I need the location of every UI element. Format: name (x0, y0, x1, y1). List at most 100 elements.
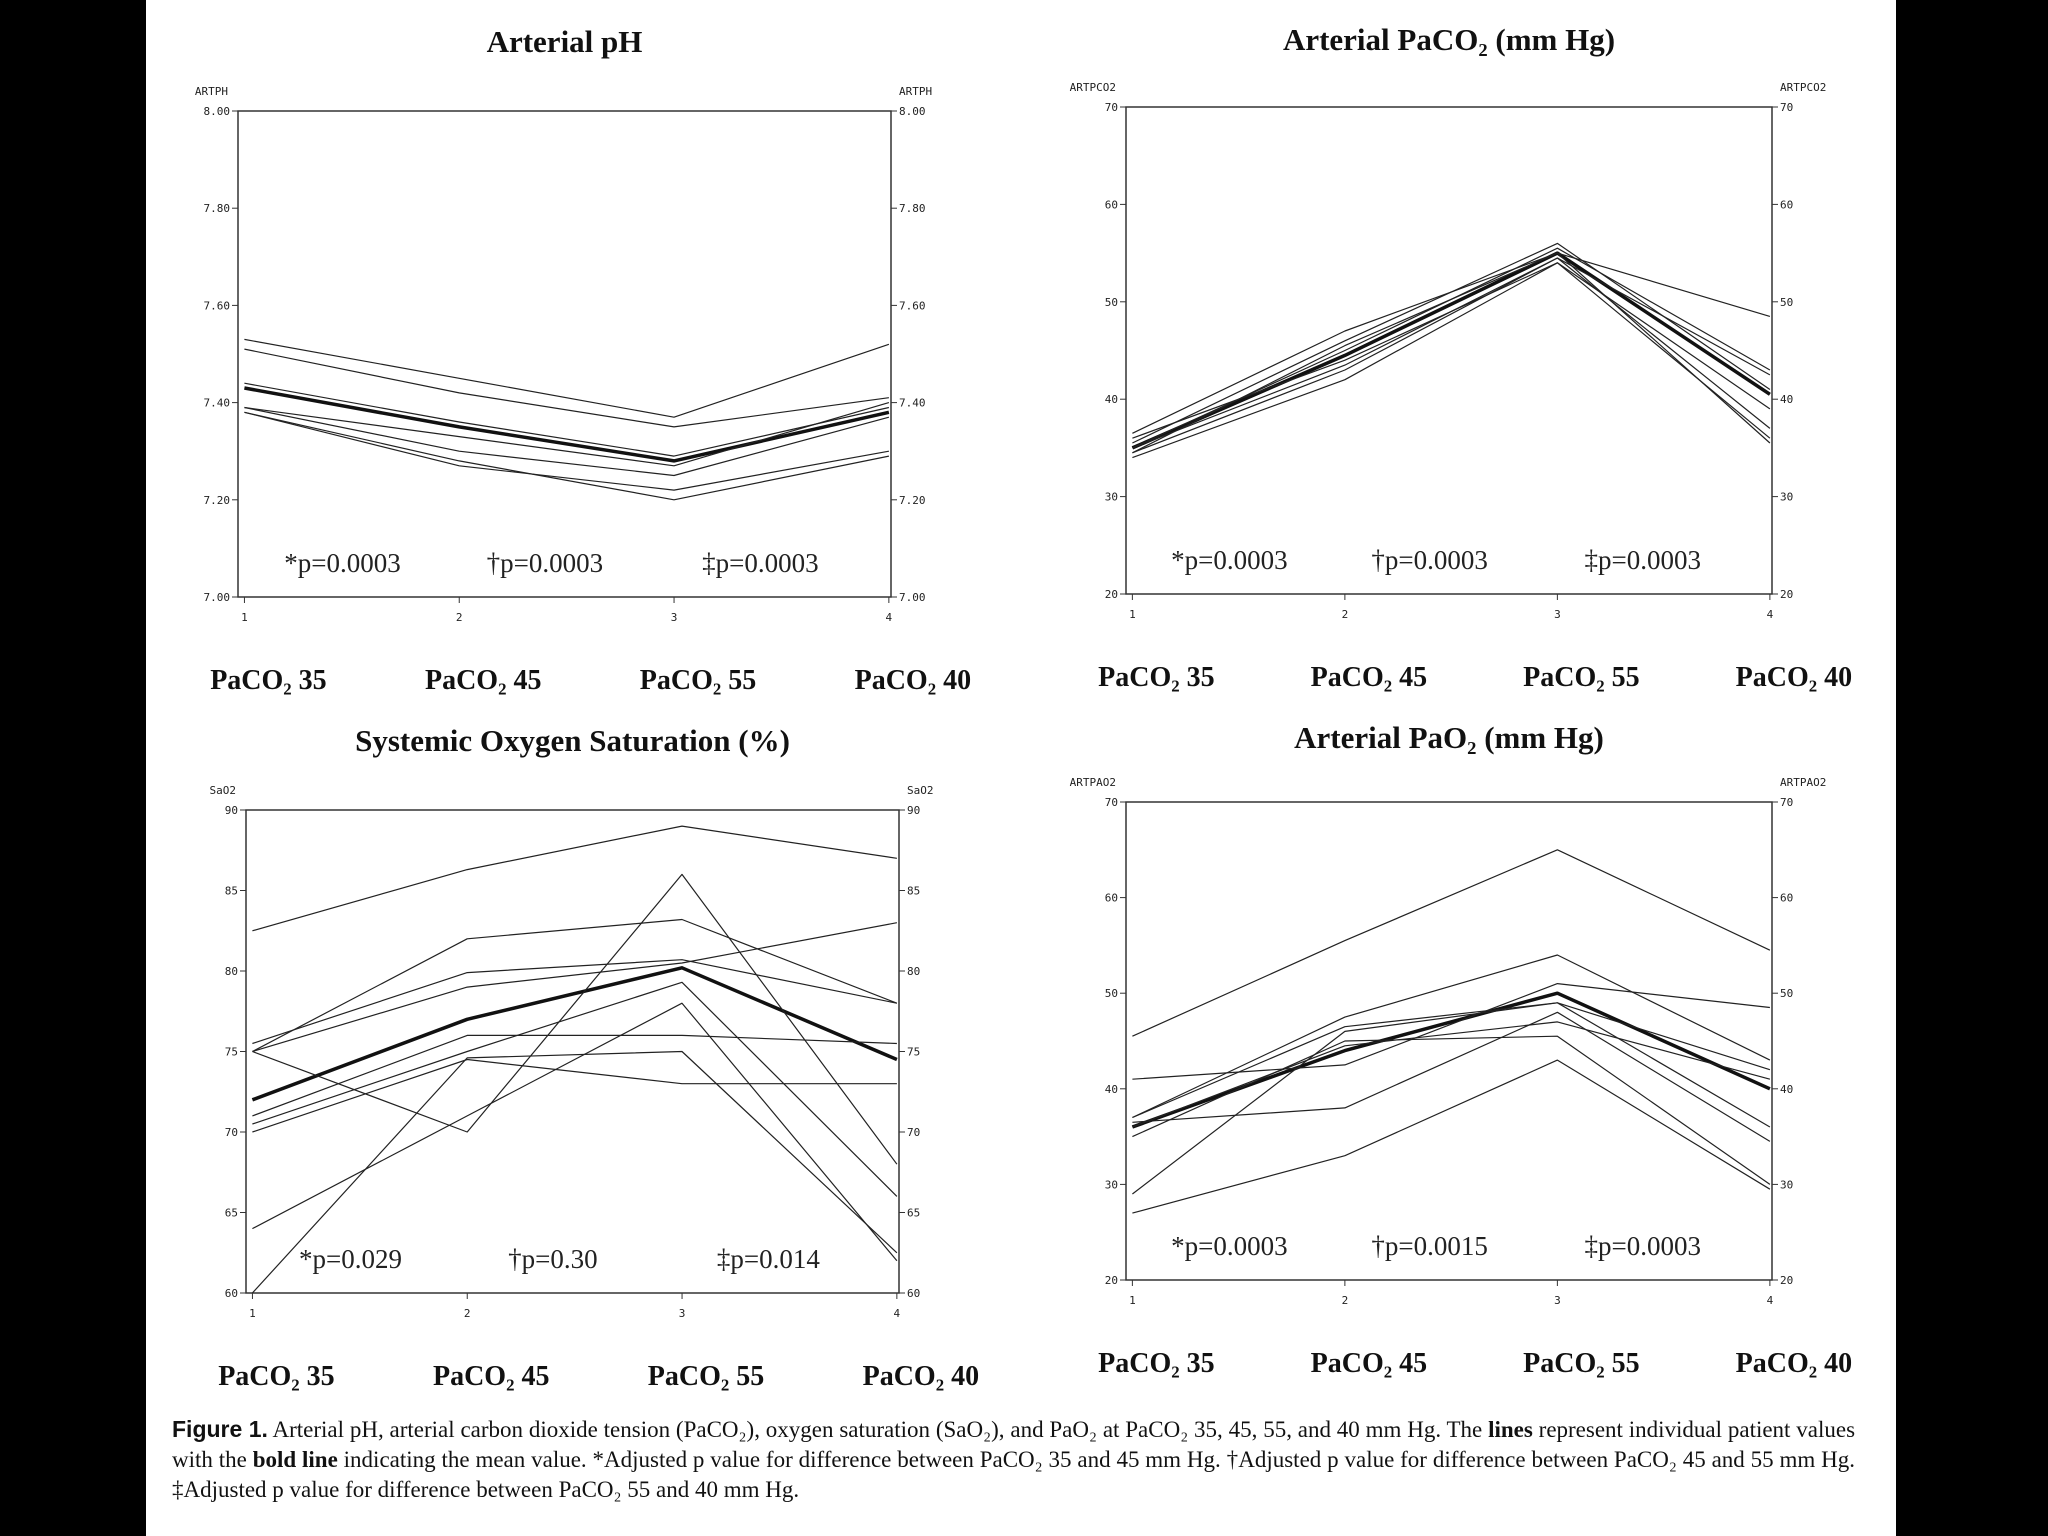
y-tick-label: 7.20 (204, 494, 231, 507)
series-line (252, 1002, 898, 1262)
series-line (1132, 1059, 1771, 1214)
x-tick-label: 2 (456, 611, 463, 624)
x-tick-label: 1 (1129, 1294, 1136, 1307)
y-axis-label: ARTPAO2 (1070, 776, 1116, 789)
series-line (1132, 983, 1770, 1080)
series-line (1132, 257, 1771, 449)
y-tick-label: 30 (1105, 491, 1118, 504)
p-value-annotation: *p=0.0003 (284, 548, 400, 578)
series-line (244, 348, 889, 428)
p-value-annotation: ‡p=0.0003 (1585, 545, 1701, 575)
x-category-label: PaCO₂ 40 (855, 665, 972, 696)
x-category-label: PaCO₂ 55 (1523, 662, 1640, 693)
x-tick-label: 1 (249, 1307, 256, 1320)
series-line (1132, 262, 1771, 439)
series-line (1132, 1035, 1771, 1185)
y2-tick-label: 60 (1780, 198, 1793, 211)
y2-tick-label: 40 (1780, 393, 1793, 406)
y2-tick-label: 7.40 (899, 397, 926, 410)
y-tick-label: 60 (225, 1287, 238, 1300)
y2-axis-label: ARTPAO2 (1780, 776, 1826, 789)
x-tick-label: 4 (1767, 1294, 1774, 1307)
x-tick-label: 1 (241, 611, 248, 624)
caption-run: Arterial pH, arterial carbon dioxide ten… (272, 1417, 1483, 1442)
x-tick-label: 1 (1129, 608, 1136, 621)
y2-tick-label: 60 (907, 1287, 920, 1300)
y2-tick-label: 85 (907, 885, 920, 898)
x-category-label: PaCO₂ 45 (433, 1361, 550, 1392)
x-tick-label: 3 (1554, 608, 1561, 621)
y-tick-label: 70 (1105, 796, 1118, 809)
series-line (244, 411, 890, 491)
y2-tick-label: 90 (907, 804, 920, 817)
y-tick-label: 20 (1105, 1274, 1118, 1287)
y-axis-label: ARTPH (195, 85, 228, 98)
series-line (1132, 257, 1771, 454)
x-category-label: PaCO₂ 55 (1523, 1348, 1640, 1379)
plot-frame (1125, 801, 1773, 1281)
series-line (244, 411, 890, 501)
x-tick-label: 4 (1767, 608, 1774, 621)
p-value-annotation: *p=0.0003 (1171, 545, 1287, 575)
p-value-annotation: †p=0.0003 (1371, 545, 1487, 575)
series-line (244, 386, 890, 463)
series-line (1132, 1021, 1771, 1128)
y-tick-label: 30 (1105, 1178, 1118, 1191)
x-tick-label: 4 (886, 611, 893, 624)
y-tick-label: 70 (1105, 101, 1118, 114)
series-line (1132, 954, 1771, 1119)
y-tick-label: 7.60 (204, 299, 231, 312)
y-tick-label: 7.00 (204, 591, 231, 604)
x-category-label: PaCO₂ 55 (640, 665, 757, 696)
y2-tick-label: 70 (1780, 796, 1793, 809)
y2-tick-label: 40 (1780, 1083, 1793, 1096)
x-tick-label: 3 (679, 1307, 686, 1320)
y2-tick-label: 20 (1780, 588, 1793, 601)
p-value-annotation: ‡p=0.014 (717, 1244, 820, 1274)
x-tick-label: 3 (671, 611, 678, 624)
p-value-annotation: ‡p=0.0003 (702, 548, 818, 578)
y-tick-label: 7.80 (204, 202, 231, 215)
y2-tick-label: 7.00 (899, 591, 926, 604)
y2-tick-label: 70 (1780, 101, 1793, 114)
series-line (252, 1034, 897, 1117)
y2-tick-label: 80 (907, 965, 920, 978)
plot-frame (237, 110, 892, 598)
y2-tick-label: 8.00 (899, 105, 926, 118)
caption-run: lines (1488, 1417, 1533, 1442)
y2-tick-label: 60 (1780, 892, 1793, 905)
x-tick-label: 2 (464, 1307, 471, 1320)
x-category-label: PaCO₂ 45 (1311, 1348, 1428, 1379)
chart-title: Arterial pH (487, 24, 643, 59)
caption-run: bold line (252, 1447, 338, 1472)
y-tick-label: 7.40 (204, 397, 231, 410)
series-line (252, 918, 898, 1053)
x-tick-label: 4 (894, 1307, 901, 1320)
x-category-label: PaCO₂ 35 (218, 1361, 335, 1392)
series-line (244, 382, 890, 457)
y-tick-label: 8.00 (204, 105, 231, 118)
x-tick-label: 3 (1554, 1294, 1561, 1307)
x-category-label: PaCO₂ 35 (1098, 1348, 1215, 1379)
y2-tick-label: 65 (907, 1207, 920, 1220)
y-tick-label: 50 (1105, 987, 1118, 1000)
y2-axis-label: ARTPCO2 (1780, 81, 1826, 94)
y-tick-label: 85 (225, 885, 238, 898)
y-tick-label: 50 (1105, 296, 1118, 309)
series-line (252, 981, 898, 1197)
series-line (1132, 849, 1771, 1037)
y2-tick-label: 50 (1780, 987, 1793, 1000)
p-value-annotation: *p=0.0003 (1171, 1231, 1287, 1261)
y-tick-label: 70 (225, 1126, 238, 1139)
p-value-annotation: ‡p=0.0003 (1585, 1231, 1701, 1261)
figure-caption: Figure 1. Arterial pH, arterial carbon d… (172, 1414, 1855, 1505)
plot-frame (245, 809, 900, 1294)
y-axis-label: SaO2 (210, 784, 237, 797)
chart-title: Systemic Oxygen Saturation (%) (355, 723, 790, 758)
y2-tick-label: 7.20 (899, 494, 926, 507)
y-tick-label: 65 (225, 1207, 238, 1220)
y-tick-label: 20 (1105, 588, 1118, 601)
y-tick-label: 60 (1105, 198, 1118, 211)
